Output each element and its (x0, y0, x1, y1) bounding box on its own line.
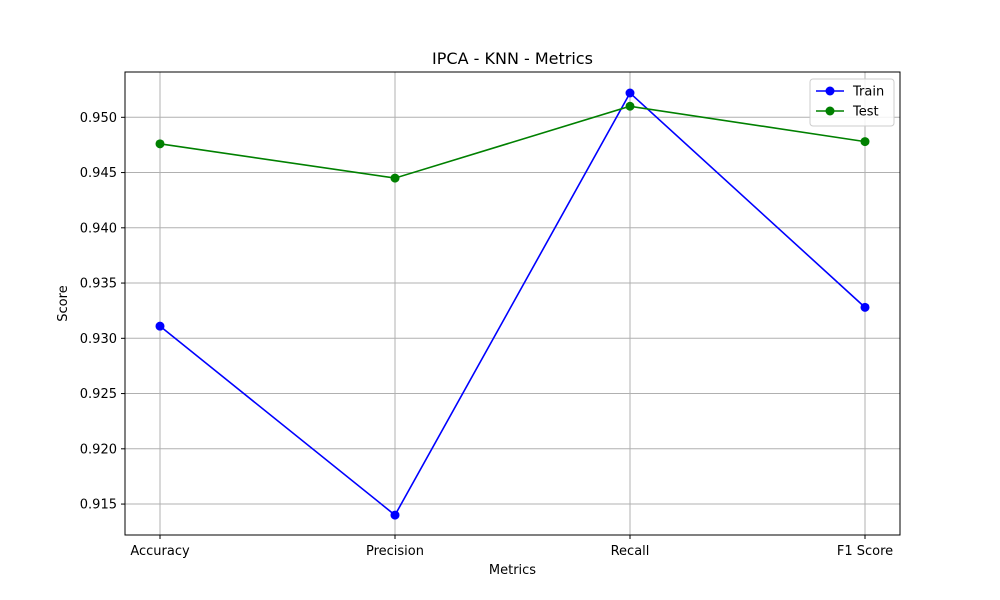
axis-ticks: Accuracy Precision Recall F1 Score 0.915 0.92… (80, 111, 893, 559)
legend-marker (825, 106, 835, 116)
series-layer (155, 88, 870, 520)
x-tick-label: Recall (611, 544, 650, 559)
data-point (860, 302, 870, 312)
x-tick-label: F1 Score (837, 544, 893, 559)
x-axis-label: Metrics (489, 563, 536, 578)
series-line (159, 91, 866, 517)
data-point (625, 101, 635, 111)
data-point (860, 137, 870, 147)
legend-label: Train (852, 85, 884, 100)
data-point (155, 321, 165, 331)
y-tick-label: 0.915 (80, 498, 117, 513)
y-tick-label: 0.925 (80, 387, 117, 402)
y-tick-label: 0.945 (80, 166, 117, 181)
series-train (155, 88, 870, 520)
legend-item-test: Test (816, 105, 879, 120)
y-tick-label: 0.920 (80, 442, 117, 457)
y-tick-label: 0.940 (80, 221, 117, 236)
legend-item-train: Train (816, 85, 884, 100)
grid (125, 72, 900, 535)
data-point (390, 510, 400, 520)
x-tick-label: Precision (366, 544, 424, 559)
chart-title: IPCA - KNN - Metrics (432, 49, 593, 68)
data-point (390, 173, 400, 183)
series-line (159, 105, 866, 179)
legend-marker (825, 86, 835, 96)
x-tick-label: Accuracy (130, 544, 190, 559)
legend: Train Test (809, 78, 895, 127)
series-test (155, 101, 870, 183)
plot-area-frame (124, 71, 901, 536)
data-point (625, 88, 635, 98)
y-tick-label: 0.950 (80, 111, 117, 126)
data-point (155, 139, 165, 149)
y-tick-label: 0.935 (80, 277, 117, 292)
y-axis-label: Score (56, 285, 71, 321)
legend-label: Test (852, 105, 879, 120)
y-tick-label: 0.930 (80, 332, 117, 347)
